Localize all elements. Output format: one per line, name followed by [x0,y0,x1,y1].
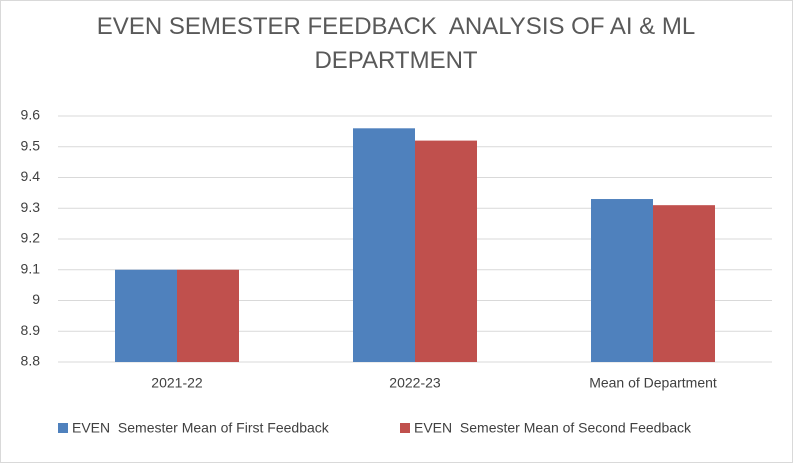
bar [653,205,715,362]
y-tick-label: 9.2 [21,230,41,246]
x-tick-label: 2022-23 [389,375,441,391]
x-tick-label: 2021-22 [151,375,203,391]
bar [115,269,177,362]
chart-title: EVEN SEMESTER FEEDBACK ANALYSIS OF AI & … [96,13,702,74]
y-tick-label: 9.3 [21,199,41,215]
legend-swatch [58,423,68,433]
bar [177,269,239,362]
y-tick-label: 9.4 [21,168,41,184]
legend-swatch [400,423,410,433]
legend-label: EVEN Semester Mean of First Feedback [72,420,330,436]
y-tick-label: 8.8 [21,353,41,369]
y-tick-label: 9.5 [21,137,41,153]
y-tick-label: 9.1 [21,260,41,276]
bar [591,199,653,362]
y-tick-label: 9.6 [21,107,41,123]
y-tick-label: 9 [32,291,40,307]
legend-label: EVEN Semester Mean of Second Feedback [414,420,692,436]
bar [353,128,415,362]
x-tick-label: Mean of Department [589,375,717,391]
bar [415,140,477,362]
y-tick-label: 8.9 [21,322,41,338]
